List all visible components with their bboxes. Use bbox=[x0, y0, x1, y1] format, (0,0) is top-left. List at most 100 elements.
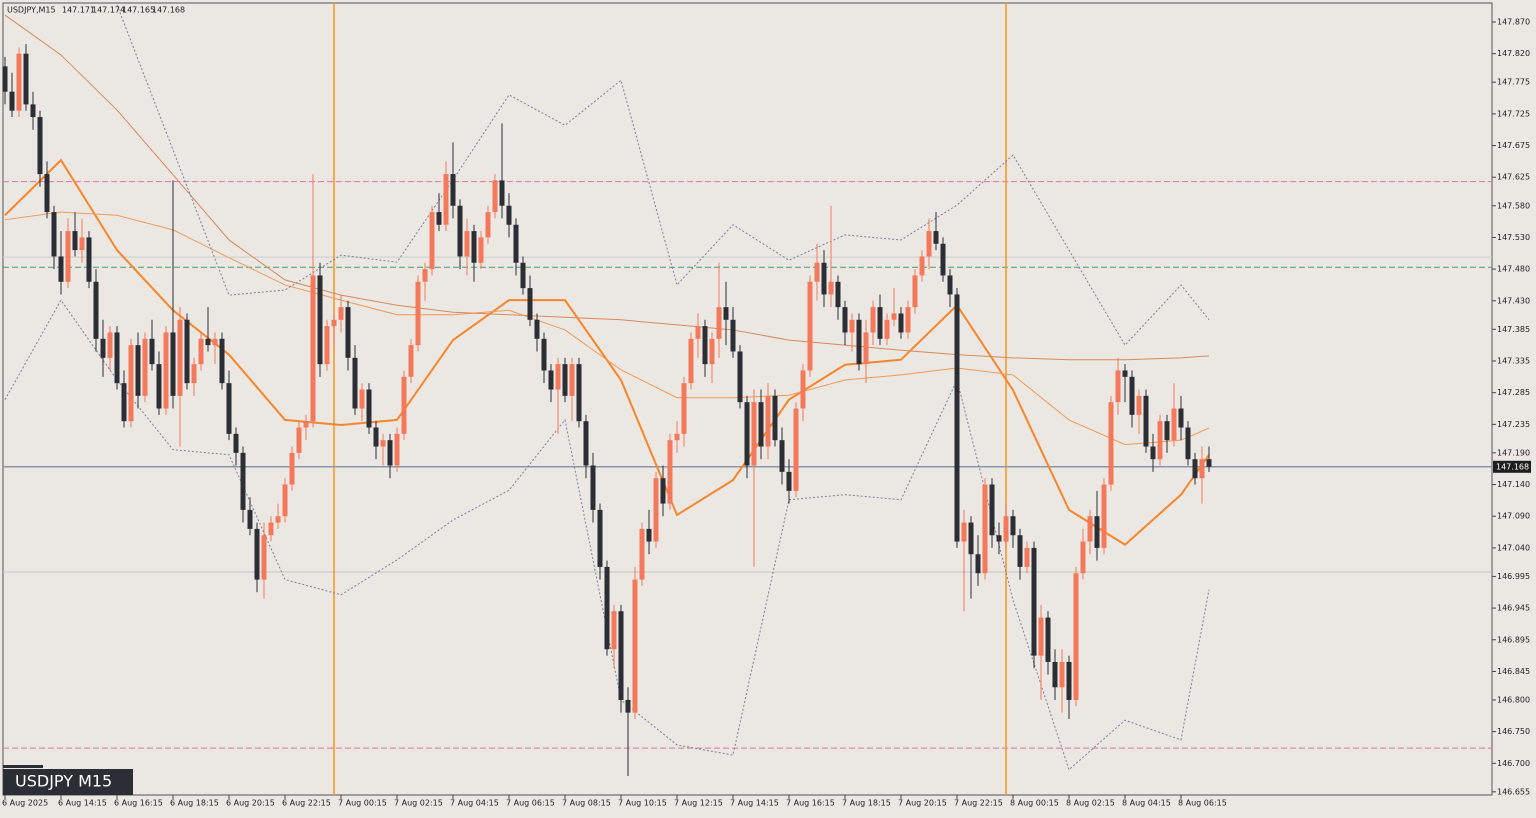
candle-body bbox=[856, 319, 862, 365]
candle-body bbox=[954, 294, 960, 542]
candle-body bbox=[611, 611, 617, 650]
candle-body bbox=[128, 345, 134, 422]
candle-body bbox=[268, 522, 274, 536]
candle-body bbox=[184, 319, 190, 384]
candle-body bbox=[527, 288, 533, 320]
candle-body bbox=[1185, 427, 1191, 460]
candle-body bbox=[1164, 421, 1170, 441]
indicator-line bbox=[4, 14, 1210, 361]
y-tick-label: 147.530 bbox=[1497, 233, 1530, 242]
candle-body bbox=[751, 402, 757, 466]
candle-body bbox=[163, 332, 169, 409]
candle-body bbox=[352, 357, 358, 409]
candle-body bbox=[415, 281, 421, 346]
candle-body bbox=[247, 509, 253, 529]
y-tick-label: 147.430 bbox=[1497, 296, 1530, 305]
candle-body bbox=[261, 535, 267, 580]
candle-body bbox=[1066, 661, 1072, 700]
x-tick-label: 7 Aug 16:15 bbox=[786, 799, 835, 808]
candle-body bbox=[107, 332, 113, 358]
candle-body bbox=[835, 281, 841, 308]
candle-body bbox=[296, 427, 302, 453]
ohlc-high: 147.174 bbox=[92, 6, 125, 15]
candle-body bbox=[653, 478, 659, 542]
y-tick-label: 147.140 bbox=[1497, 480, 1530, 489]
candle-body bbox=[548, 370, 554, 390]
candle-body bbox=[9, 91, 15, 111]
candle-body bbox=[863, 332, 869, 365]
candle-body bbox=[1059, 661, 1065, 688]
candle-body bbox=[65, 231, 71, 282]
candle-body bbox=[989, 484, 995, 536]
candle-body bbox=[1031, 547, 1037, 656]
candle-body bbox=[940, 243, 946, 276]
candle-body bbox=[1024, 547, 1030, 567]
candle-body bbox=[828, 281, 834, 295]
candle-body bbox=[1108, 402, 1114, 485]
candle-body bbox=[1199, 459, 1205, 479]
watermark: USDJPY M15 bbox=[15, 772, 112, 791]
candle-body bbox=[814, 262, 820, 282]
candle-body bbox=[884, 319, 890, 339]
candle-body bbox=[1122, 370, 1128, 377]
candle-body bbox=[212, 338, 218, 346]
candle-body bbox=[149, 338, 155, 365]
candle-body bbox=[1150, 446, 1156, 460]
candle-body bbox=[877, 307, 883, 339]
y-tick-label: 146.845 bbox=[1497, 667, 1530, 676]
candle-body bbox=[135, 345, 141, 396]
candle-body bbox=[1101, 484, 1107, 548]
candle-body bbox=[793, 408, 799, 491]
watermark-tab bbox=[3, 765, 43, 768]
chart-title: USDJPY,M15 bbox=[7, 6, 56, 15]
x-tick-label: 7 Aug 08:15 bbox=[562, 799, 611, 808]
x-tick-label: 6 Aug 16:15 bbox=[114, 799, 163, 808]
y-tick-label: 146.800 bbox=[1497, 695, 1530, 704]
candle-body bbox=[205, 338, 211, 346]
y-tick-label: 147.040 bbox=[1497, 543, 1530, 552]
candle-body bbox=[1038, 617, 1044, 656]
y-tick-label: 147.580 bbox=[1497, 201, 1530, 210]
y-tick-label: 147.775 bbox=[1497, 78, 1530, 87]
candle-body bbox=[2, 66, 8, 92]
candle-body bbox=[219, 338, 225, 384]
candle-body bbox=[646, 528, 652, 542]
candle-body bbox=[695, 326, 701, 339]
y-tick-label: 146.655 bbox=[1497, 787, 1530, 796]
plot-layer bbox=[2, 3, 1492, 795]
candle-body bbox=[492, 180, 498, 213]
candle-body bbox=[506, 205, 512, 225]
candle-body bbox=[716, 307, 722, 339]
candle-body bbox=[1073, 573, 1079, 700]
y-tick-label: 146.945 bbox=[1497, 604, 1530, 613]
candle-body bbox=[324, 326, 330, 365]
candle-body bbox=[632, 579, 638, 713]
candle-body bbox=[891, 313, 897, 320]
candle-body bbox=[534, 319, 540, 339]
candle-body bbox=[898, 313, 904, 333]
candle-body bbox=[282, 484, 288, 517]
y-tick-label: 147.675 bbox=[1497, 141, 1530, 150]
candle-body bbox=[744, 402, 750, 466]
y-tick-label: 147.870 bbox=[1497, 18, 1530, 27]
candle-body bbox=[226, 383, 232, 434]
candle-body bbox=[275, 516, 281, 523]
candle-body bbox=[779, 440, 785, 472]
x-tick-label: 8 Aug 04:15 bbox=[1122, 799, 1171, 808]
y-tick-label: 147.090 bbox=[1497, 512, 1530, 521]
x-tick-label: 7 Aug 22:15 bbox=[954, 799, 1003, 808]
candle-body bbox=[1010, 516, 1016, 536]
candle-body bbox=[338, 307, 344, 320]
y-tick-label: 146.995 bbox=[1497, 572, 1530, 581]
plot-frame bbox=[2, 2, 1493, 796]
candle-body bbox=[380, 440, 386, 447]
ohlc-open: 147.171 bbox=[62, 6, 95, 15]
candle-body bbox=[93, 281, 99, 339]
ohlc-low: 147.165 bbox=[122, 6, 155, 15]
candle-body bbox=[800, 370, 806, 409]
x-tick-label: 7 Aug 20:15 bbox=[898, 799, 947, 808]
candle-body bbox=[968, 522, 974, 555]
candle-body bbox=[569, 364, 575, 396]
watermark-box bbox=[3, 769, 133, 795]
x-tick-label: 7 Aug 04:15 bbox=[450, 799, 499, 808]
